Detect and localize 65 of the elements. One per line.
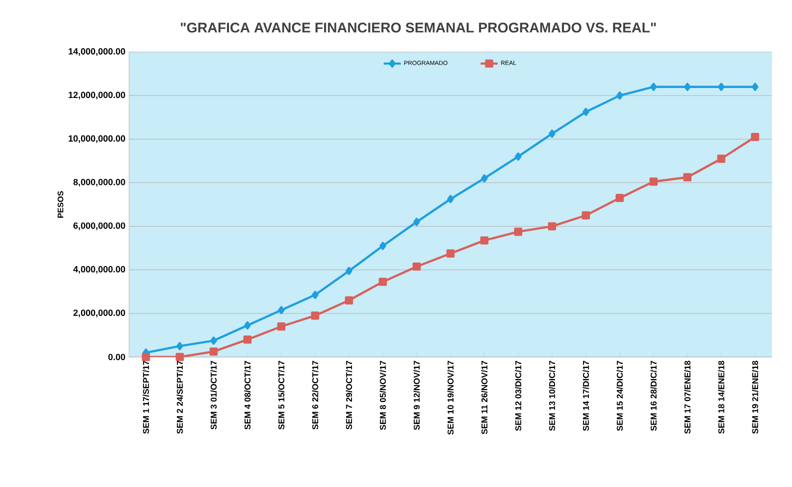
point <box>582 108 590 116</box>
x-tick-label: SEM 19 21/ENE/18 <box>752 360 758 434</box>
chart-title: "GRAFICA AVANCE FINANCIERO SEMANAL PROGRAMADO VS. REAL" <box>180 22 656 33</box>
point <box>142 352 150 362</box>
point <box>717 154 726 163</box>
x-tick-label: SEM 11 26/NOV/17 <box>481 360 488 434</box>
point <box>176 342 184 350</box>
y-tick-label: 12,000,000.00 <box>68 92 126 100</box>
x-tick-label: SEM 6 22/OCT/17 <box>312 360 318 430</box>
point <box>514 228 522 236</box>
y-tick-label: 8,000,000.00 <box>73 178 126 187</box>
x-tick-label: SEM 12 03/DIC/17 <box>515 360 522 431</box>
point <box>344 296 354 304</box>
point <box>548 130 556 138</box>
x-tick-label: SEM 2 24/SEPT/17 <box>176 360 183 434</box>
point <box>718 82 725 91</box>
point <box>481 174 488 182</box>
point <box>413 218 420 226</box>
x-tick-label: SEM 10 19/NOV/17 <box>447 360 454 435</box>
x-tick-label: SEM 4 08/OCT/17 <box>244 360 251 430</box>
point <box>616 91 624 100</box>
x-tick-label: SEM 15 24/DIC/17 <box>616 360 623 431</box>
x-tick-label: SEM 8 05/NOV/17 <box>380 360 386 430</box>
point <box>582 211 590 220</box>
point <box>751 132 760 142</box>
point <box>480 236 488 245</box>
point <box>379 242 386 250</box>
point <box>210 347 218 356</box>
x-tick-label: SEM 14 17/DIC/17 <box>582 360 590 431</box>
y-tick-label: 4,000,000.00 <box>73 266 126 274</box>
y-tick-label: 2,000,000.00 <box>73 310 126 318</box>
point <box>176 352 184 362</box>
x-tick-label: SEM 3 01/OCT/17 <box>210 360 217 430</box>
point <box>412 262 421 271</box>
point <box>244 321 251 330</box>
x-tick-label: SEM 5 15/OCT/17 <box>278 360 284 430</box>
x-tick-label: SEM 9 12/NOV/17 <box>414 360 420 430</box>
y-tick-label: 0.00 <box>108 354 126 360</box>
x-tick-label: SEM 13 10/DIC/17 <box>548 360 556 431</box>
point <box>752 82 758 91</box>
point <box>346 266 352 276</box>
point <box>378 278 387 286</box>
point <box>446 249 455 258</box>
point <box>548 222 556 230</box>
x-tick-label: SEM 18 14/ENE/18 <box>718 360 724 434</box>
point <box>277 322 286 331</box>
x-tick-label: SEM 7 29/OCT/17 <box>346 360 352 430</box>
y-tick-label: 6,000,000.00 <box>73 222 126 230</box>
x-tick-label: SEM 17 07/ENE/18 <box>684 360 691 434</box>
x-tick-label: SEM 16 28/DIC/17 <box>650 360 657 431</box>
point <box>684 82 691 91</box>
y-tick-label: 10,000,000.00 <box>68 135 126 143</box>
point <box>243 335 252 344</box>
point <box>312 290 318 299</box>
point <box>616 194 624 202</box>
y-tick-label: 14,000,000.00 <box>68 48 126 56</box>
point <box>650 82 657 91</box>
point <box>683 173 692 182</box>
point <box>514 152 522 161</box>
point <box>278 306 285 314</box>
point <box>210 336 217 345</box>
point <box>649 178 658 186</box>
x-tick-label: SEM 1 17/SEPT/17 <box>142 360 150 434</box>
point <box>311 312 320 320</box>
point <box>447 194 454 204</box>
